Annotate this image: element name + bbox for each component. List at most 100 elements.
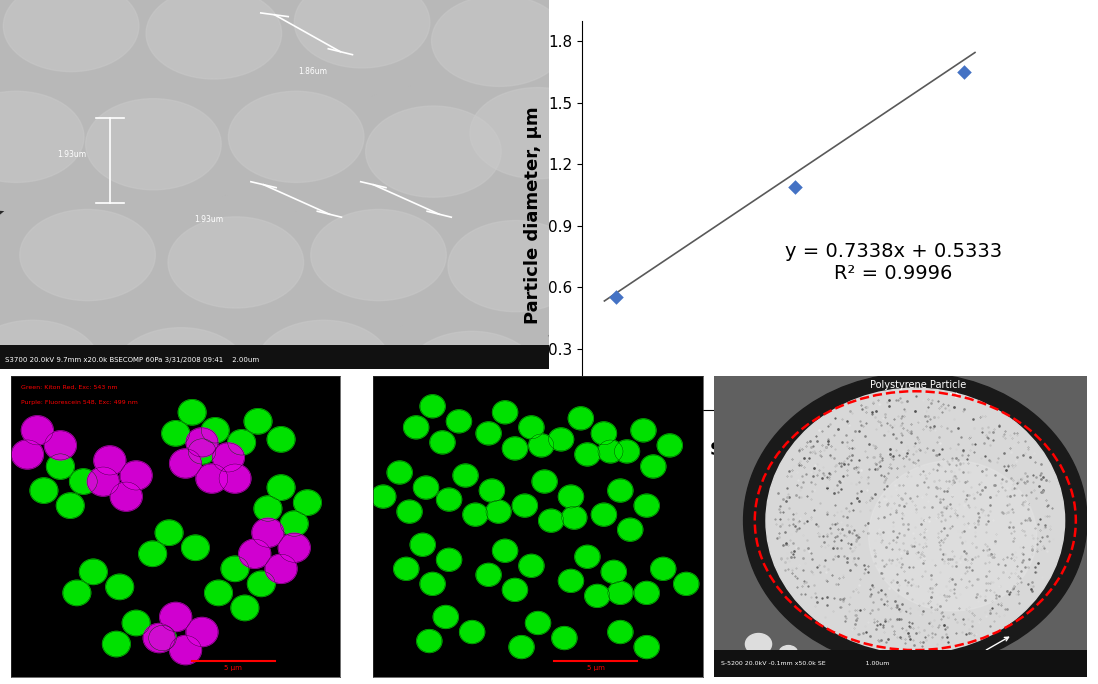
Circle shape	[79, 560, 108, 584]
Circle shape	[428, 66, 637, 207]
Circle shape	[362, 311, 571, 451]
Circle shape	[0, 0, 170, 100]
Circle shape	[419, 61, 646, 213]
Point	[955, 66, 973, 77]
Circle shape	[122, 610, 150, 635]
Circle shape	[187, 70, 395, 211]
Circle shape	[267, 427, 295, 452]
Circle shape	[121, 461, 152, 490]
Circle shape	[388, 461, 412, 484]
Circle shape	[161, 421, 190, 446]
Circle shape	[503, 437, 527, 460]
Circle shape	[569, 407, 593, 430]
Circle shape	[138, 541, 167, 566]
Circle shape	[615, 440, 639, 463]
Text: Polystyrene Particle: Polystyrene Particle	[871, 380, 966, 397]
Circle shape	[394, 557, 418, 580]
Circle shape	[366, 106, 501, 197]
Circle shape	[244, 0, 470, 102]
Circle shape	[592, 422, 616, 445]
Circle shape	[144, 624, 175, 653]
Circle shape	[658, 434, 682, 457]
Circle shape	[602, 560, 626, 583]
Circle shape	[493, 539, 517, 562]
Circle shape	[113, 328, 248, 419]
Circle shape	[635, 635, 659, 659]
Circle shape	[204, 580, 233, 605]
Circle shape	[0, 91, 85, 183]
Circle shape	[239, 539, 270, 568]
Circle shape	[562, 506, 586, 529]
Circle shape	[294, 0, 429, 68]
Circle shape	[227, 430, 256, 455]
Circle shape	[0, 64, 124, 216]
Circle shape	[470, 88, 606, 179]
Circle shape	[88, 467, 119, 496]
Circle shape	[575, 545, 600, 568]
Circle shape	[493, 401, 517, 424]
Circle shape	[0, 320, 101, 412]
Circle shape	[266, 554, 296, 583]
Circle shape	[12, 440, 43, 469]
Circle shape	[641, 455, 665, 478]
Circle shape	[585, 584, 609, 607]
Y-axis label: Particle diameter, μm: Particle diameter, μm	[525, 107, 542, 324]
Circle shape	[181, 535, 210, 560]
Circle shape	[477, 564, 501, 586]
Circle shape	[228, 91, 363, 183]
Circle shape	[280, 511, 309, 536]
Ellipse shape	[869, 460, 1037, 611]
Circle shape	[178, 399, 206, 425]
Circle shape	[371, 485, 395, 508]
Circle shape	[71, 306, 280, 447]
Text: Green: Kiton Red, Exc: 543 nm: Green: Kiton Red, Exc: 543 nm	[21, 385, 117, 391]
Circle shape	[519, 554, 544, 577]
Circle shape	[170, 449, 201, 478]
Text: Al Coating: Al Coating	[945, 637, 1009, 664]
Circle shape	[44, 77, 253, 218]
Circle shape	[324, 85, 533, 225]
Circle shape	[146, 0, 281, 79]
Circle shape	[608, 479, 632, 502]
Circle shape	[434, 605, 458, 629]
Circle shape	[448, 220, 584, 312]
Circle shape	[221, 556, 249, 581]
Circle shape	[559, 569, 583, 592]
Circle shape	[746, 633, 772, 655]
Circle shape	[20, 209, 156, 301]
Circle shape	[0, 188, 187, 329]
Text: S3700 20.0kV 9.7mm x20.0k BSECOMP 60Pa 3/31/2008 09:41    2.00um: S3700 20.0kV 9.7mm x20.0k BSECOMP 60Pa 3…	[5, 357, 259, 363]
Circle shape	[404, 331, 539, 423]
Circle shape	[244, 409, 272, 434]
Circle shape	[480, 479, 504, 502]
Circle shape	[354, 304, 580, 456]
Circle shape	[69, 469, 98, 494]
Circle shape	[267, 475, 295, 500]
Circle shape	[509, 635, 534, 659]
Circle shape	[453, 464, 478, 487]
Circle shape	[592, 503, 616, 526]
Circle shape	[311, 209, 446, 301]
Circle shape	[94, 446, 125, 475]
Ellipse shape	[743, 373, 1087, 668]
Circle shape	[0, 183, 195, 334]
Circle shape	[205, 293, 432, 445]
Circle shape	[63, 301, 289, 453]
Circle shape	[155, 520, 183, 545]
Circle shape	[63, 580, 91, 605]
Circle shape	[397, 500, 422, 523]
Circle shape	[3, 0, 138, 72]
Circle shape	[126, 196, 335, 336]
Circle shape	[559, 485, 583, 508]
Circle shape	[674, 573, 698, 595]
Circle shape	[201, 418, 229, 443]
X-axis label: Salt Concentration, mM: Salt Concentration, mM	[709, 440, 949, 459]
Circle shape	[381, 0, 607, 120]
Circle shape	[549, 428, 573, 451]
Bar	[0, 345, 549, 369]
Circle shape	[631, 419, 656, 442]
Circle shape	[608, 581, 632, 605]
Circle shape	[187, 428, 217, 457]
Circle shape	[477, 422, 501, 445]
Circle shape	[178, 64, 404, 216]
